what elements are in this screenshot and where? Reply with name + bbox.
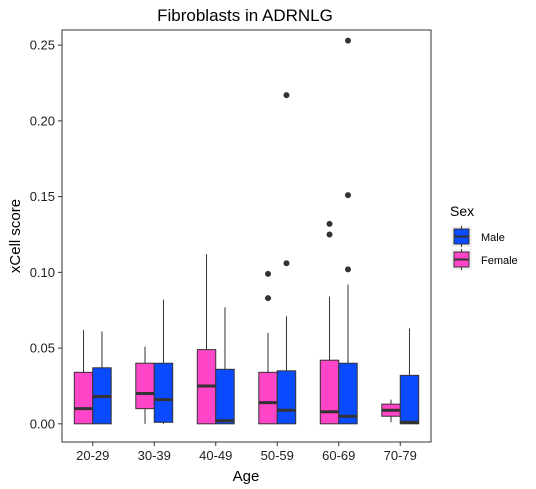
x-tick-label: 30-39 bbox=[138, 448, 171, 463]
plot-border bbox=[61, 29, 432, 443]
box-male-70-79 bbox=[399, 328, 420, 425]
outlier-point bbox=[326, 231, 333, 238]
box-body bbox=[215, 368, 235, 425]
box-body bbox=[276, 370, 297, 425]
legend-label: Male bbox=[481, 232, 505, 244]
box-body bbox=[399, 374, 420, 425]
box-body bbox=[135, 362, 155, 410]
box-body bbox=[73, 371, 94, 425]
box-body bbox=[319, 359, 340, 425]
legend-label: Female bbox=[481, 255, 518, 267]
y-tick-label: 0.15 bbox=[30, 189, 55, 204]
box-male-30-39 bbox=[153, 299, 174, 424]
legend: Sex Male Female bbox=[450, 203, 518, 270]
x-tick-label: 40-49 bbox=[199, 448, 232, 463]
box-female-70-79 bbox=[381, 399, 401, 423]
x-axis: 20-29 30-39 40-49 50-59 60-69 70-79 bbox=[76, 442, 417, 463]
outlier-point bbox=[265, 295, 272, 302]
outlier-point bbox=[344, 192, 351, 199]
x-tick-label: 20-29 bbox=[76, 448, 109, 463]
y-tick-label: 0.25 bbox=[30, 38, 55, 53]
box-female-30-39 bbox=[135, 346, 155, 424]
legend-key-female bbox=[451, 249, 472, 270]
chart-title: Fibroblasts in ADRNLG bbox=[157, 6, 333, 25]
box-female-20-29 bbox=[73, 329, 94, 425]
legend-title: Sex bbox=[450, 203, 474, 219]
x-tick-label: 60-69 bbox=[322, 448, 355, 463]
box-female-50-59 bbox=[258, 270, 278, 425]
box-male-20-29 bbox=[92, 331, 112, 425]
y-tick-label: 0.20 bbox=[30, 113, 55, 128]
outlier-point bbox=[344, 37, 351, 44]
outlier-point bbox=[326, 220, 333, 227]
y-tick-label: 0.00 bbox=[30, 416, 55, 431]
y-tick-label: 0.05 bbox=[30, 341, 55, 356]
y-tick-label: 0.10 bbox=[30, 265, 55, 280]
box-male-40-49 bbox=[215, 307, 235, 425]
outlier-point bbox=[283, 92, 290, 99]
box-female-60-69 bbox=[319, 220, 340, 425]
box-male-50-59 bbox=[276, 92, 297, 425]
chart-marks bbox=[73, 37, 420, 425]
outlier-point bbox=[265, 270, 272, 277]
x-axis-title: Age bbox=[233, 468, 260, 485]
legend-key-male bbox=[451, 226, 472, 247]
box-body bbox=[258, 371, 278, 425]
box-body bbox=[153, 362, 174, 423]
y-axis-title: xCell score bbox=[7, 199, 24, 273]
box-male-60-69 bbox=[338, 37, 358, 425]
x-tick-label: 50-59 bbox=[261, 448, 294, 463]
plot-panel bbox=[61, 29, 432, 443]
outlier-point bbox=[283, 260, 290, 267]
box-body bbox=[338, 362, 358, 425]
y-axis: 0.00 0.05 0.10 0.15 0.20 0.25 bbox=[30, 38, 62, 431]
outlier-point bbox=[344, 266, 351, 273]
x-tick-label: 70-79 bbox=[384, 448, 417, 463]
